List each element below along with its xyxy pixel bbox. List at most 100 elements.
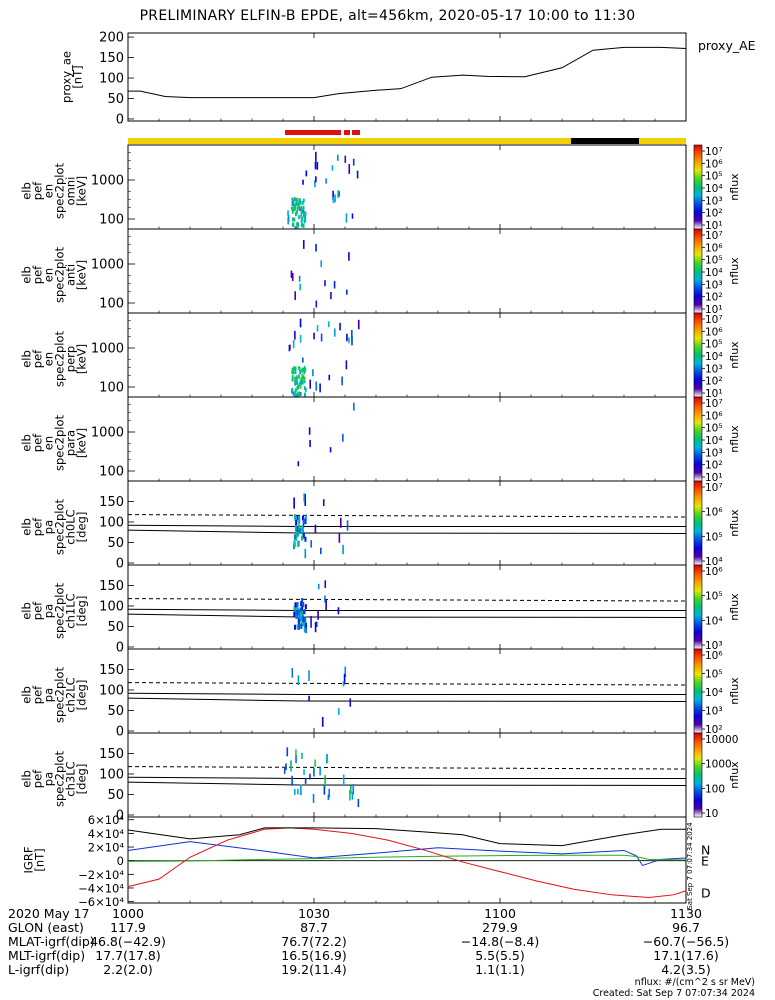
spectrogram-pixel — [304, 548, 307, 559]
igrf-ytick-label: 4×10⁴ — [88, 827, 125, 841]
panel-en-para-ylabel-5: [keV] — [75, 428, 89, 458]
footer-value-r0-c2: 1030 — [298, 906, 330, 921]
spectrogram-pixel — [297, 391, 300, 396]
spectrogram-pixel — [339, 322, 341, 331]
spectrogram-pixel — [295, 535, 298, 541]
spectrogram-pixel — [293, 606, 296, 612]
spectrogram-pixel — [300, 784, 302, 796]
colorbar-tick-label-6: 10⁵ — [705, 669, 723, 681]
spectrogram-pixel — [299, 318, 302, 328]
panel-en-perp-ylabel-2: en — [42, 352, 56, 366]
colorbar-tick-label-6: 10³ — [705, 706, 723, 718]
panel-en-anti-ylabel-0: elb — [20, 266, 34, 284]
igrf-legend-E: E — [701, 854, 709, 869]
spectrogram-pixel — [292, 206, 295, 211]
spectrogram-pixel — [297, 531, 300, 537]
igrf-line-E — [127, 854, 687, 862]
panel-en-perp-ylabel-3: spec2plot — [53, 330, 67, 387]
spectrogram-pixel — [300, 601, 303, 607]
spectrogram-pixel — [293, 497, 295, 509]
igrf-ytick-label: −4×10⁴ — [78, 881, 124, 895]
panel-pa-ch1LC-ylabel-5: [deg] — [75, 596, 89, 627]
igrf-ytick-label: −2×10⁴ — [78, 868, 124, 882]
proxy-ae-ylabel-0: proxy_ae — [60, 51, 74, 103]
panel-pa-ch2LC-ylabel-2: pa — [42, 688, 56, 702]
panel-pa-ch1LC-ylabel-1: pef — [31, 601, 45, 620]
spectrogram-pixel — [346, 520, 349, 531]
spectrogram-pixel — [300, 218, 303, 223]
panel-pa-ch3LC-ylabel-3: spec2plot — [53, 750, 67, 807]
spectrogram-pixel — [295, 519, 298, 525]
loss-cone-upper — [127, 776, 686, 779]
spectrogram-pixel — [299, 200, 302, 205]
colorbar-tick-label-1: 10⁴ — [705, 267, 723, 279]
spectrogram-pixel — [296, 610, 299, 616]
panel-en-perp-ylabel-4: perp — [64, 346, 78, 372]
colorbar-tick-label-3: 10⁷ — [705, 398, 723, 410]
spectrogram-pixel — [298, 516, 301, 522]
colorbar-tick-label-7: 10 — [705, 808, 718, 820]
colorbar-tick-label-1: 10² — [705, 292, 723, 304]
spectrogram-pixel — [297, 394, 300, 399]
spectrogram-pixel — [342, 433, 344, 442]
spectrogram-pixel — [345, 360, 348, 370]
loss-cone-dashed — [127, 514, 687, 518]
footer-value-r0-c3: 1100 — [484, 906, 516, 921]
spectrogram-pixel — [291, 272, 294, 281]
colorbar-0 — [693, 144, 703, 230]
spectrogram-pixel — [298, 215, 300, 220]
spectrogram-pixel — [304, 494, 307, 506]
proxy-ae-frame — [127, 32, 687, 122]
panel-en-perp-ylabel-5: [keV] — [75, 344, 89, 374]
colorbar-tick-label-0: 10¹ — [705, 220, 723, 232]
spectrogram-pixel — [297, 202, 299, 207]
panel-pa-ch2LC-ylabel-5: [deg] — [75, 680, 89, 711]
panel-ytick-label-50: 50 — [107, 704, 124, 719]
spectrogram-pixel — [303, 493, 306, 502]
loss-cone-dashed — [127, 598, 687, 602]
igrf-ytick-label: 0 — [117, 854, 124, 868]
spectrogram-pixel — [310, 540, 312, 548]
spectrogram-pixel — [323, 784, 326, 795]
colorbar-tick-label-0: 10⁴ — [705, 183, 723, 195]
spectrogram-pixel — [299, 528, 302, 534]
panel-ytick-label-0: 0 — [116, 809, 124, 824]
footer-value-r4-c4: 4.2(3.5) — [661, 962, 711, 977]
panel-pa-ch1LC-ylabel-2: pa — [42, 604, 56, 618]
igrf-legend-N: N — [701, 842, 710, 857]
spectrogram-pixel — [292, 223, 295, 228]
spectrogram-pixel — [299, 370, 302, 375]
spectrogram-pixel — [314, 180, 316, 188]
spectrogram-pixel — [301, 357, 304, 363]
spectrogram-pixel — [293, 217, 296, 222]
spectrogram-pixel — [292, 370, 295, 375]
spectrogram-pixel — [299, 615, 302, 621]
footer-row-0-label: 2020 May 17 — [8, 906, 90, 921]
colorbar-label-3: nflux — [728, 425, 741, 453]
footer-value-r3-c4: 17.1(17.6) — [653, 948, 718, 963]
spectrogram-pixel — [303, 769, 305, 775]
spectrogram-pixel — [344, 666, 347, 677]
colorbar-tick-label-2: 10⁵ — [705, 339, 723, 351]
spectrogram-pixel — [304, 392, 306, 397]
footer-value-r2-c3: −14.8(−8.4) — [461, 934, 539, 949]
spectrogram-pixel — [316, 325, 319, 332]
panel-en-omni-ylabel-3: spec2plot — [53, 162, 67, 219]
spectrogram-pixel — [350, 785, 352, 794]
spectrogram-pixel — [299, 283, 301, 291]
colorbar-tick-label-2: 10⁷ — [705, 314, 723, 326]
panel-ytick-label-100: 100 — [99, 767, 124, 782]
colorbar-label-6: nflux — [728, 677, 741, 705]
spectrogram-pixel — [294, 391, 297, 396]
panel-ytick-label-150: 150 — [99, 495, 124, 510]
colorbar-tick-label-2: 10⁴ — [705, 351, 723, 363]
panel-en-perp-ylabel-0: elb — [20, 350, 34, 368]
spectrogram-pixel — [298, 611, 301, 617]
created-note: Created: Sat Sep 7 07:07:34 2024 — [592, 988, 755, 999]
spectrogram-pixel — [337, 190, 339, 198]
spectrogram-pixel — [296, 601, 299, 607]
panel-en-anti-ylabel-5: [keV] — [75, 260, 89, 290]
panel-pa-ch1LC-ylabel-0: elb — [20, 602, 34, 620]
panel-pa-ch0LC-ylabel-2: pa — [42, 520, 56, 534]
spectrogram-pixel — [303, 379, 306, 384]
